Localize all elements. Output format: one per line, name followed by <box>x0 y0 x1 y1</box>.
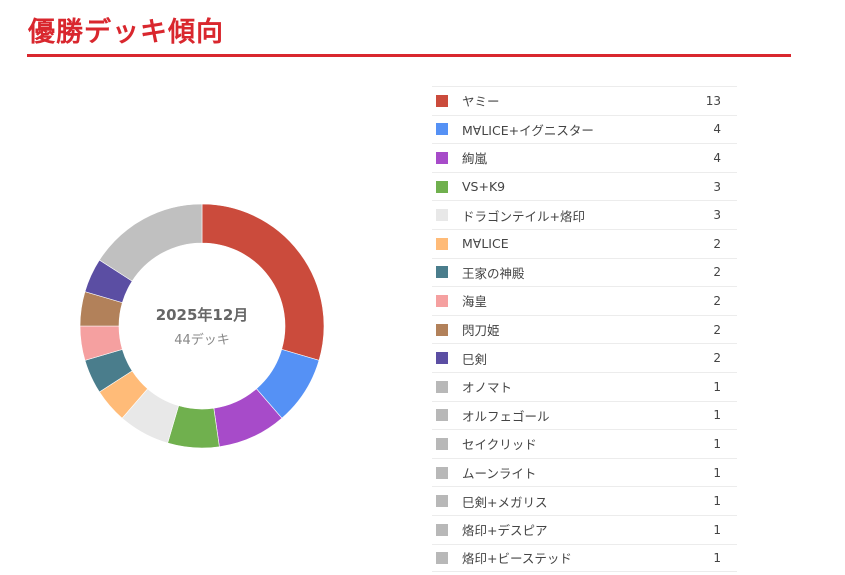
legend-label: VS+K9 <box>462 179 506 195</box>
legend-value: 1 <box>713 379 721 394</box>
legend-label: 烙印+ビーステッド <box>462 551 572 567</box>
legend-label: M∀LICE+イグニスター <box>462 122 594 138</box>
legend-row[interactable]: 烙印+ビーステッド 1 <box>432 543 737 573</box>
legend-label: オノマト <box>462 380 513 396</box>
legend-swatch <box>436 94 448 107</box>
legend-value: 2 <box>713 265 721 280</box>
page-title: 優勝デッキ傾向 <box>28 17 224 48</box>
legend-value: 1 <box>713 522 721 537</box>
legend-swatch <box>436 323 448 336</box>
legend-label: M∀LICE <box>462 236 509 252</box>
legend-row[interactable]: オルフェゴール 1 <box>432 400 737 430</box>
legend-value: 2 <box>713 236 721 251</box>
legend-swatch <box>436 180 448 193</box>
legend-row[interactable]: 巳剣 2 <box>432 343 737 372</box>
legend-row[interactable]: オノマト 1 <box>432 371 737 401</box>
legend-row[interactable]: セイクリッド 1 <box>432 429 737 458</box>
legend-swatch <box>436 409 448 422</box>
legend-row[interactable]: ドラゴンテイル+烙印 3 <box>432 200 737 229</box>
legend-row[interactable]: 絢嵐 4 <box>432 143 737 172</box>
legend-row[interactable]: 巳剣+メガリス 1 <box>432 486 737 515</box>
legend-swatch <box>436 266 448 279</box>
legend-value: 4 <box>713 150 721 165</box>
legend-swatch <box>436 294 448 307</box>
legend-swatch <box>436 466 448 479</box>
legend-label: ヤミー <box>462 94 500 110</box>
legend-table: ヤミー 13 M∀LICE+イグニスター 4 絢嵐 4 VS+K9 3 ドラゴンテイル+烙印 3 M… <box>432 86 737 573</box>
legend-swatch <box>436 495 448 508</box>
legend-label: 王家の神殿 <box>462 265 525 281</box>
legend-swatch <box>436 523 448 536</box>
legend-label: オルフェゴール <box>462 408 550 424</box>
legend-value: 3 <box>713 208 721 223</box>
legend-label: 巳剣 <box>462 351 488 367</box>
legend-row[interactable]: ムーンライト 1 <box>432 457 737 487</box>
legend-row[interactable]: M∀LICE 2 <box>432 228 737 258</box>
legend-label: 絢嵐 <box>462 151 488 167</box>
legend-row[interactable]: 烙印+デスピア 1 <box>432 514 737 544</box>
legend-swatch <box>436 380 448 393</box>
legend-label: 海皇 <box>462 294 488 310</box>
legend-label: 烙印+デスピア <box>462 523 548 539</box>
legend-value: 2 <box>713 293 721 308</box>
legend-swatch <box>436 209 448 222</box>
legend-row[interactable]: 閃刀姫 2 <box>432 314 737 344</box>
legend-swatch <box>436 437 448 450</box>
legend-swatch <box>436 352 448 365</box>
donut-chart: 2025年12月 44デッキ <box>76 200 328 452</box>
legend-label: 巳剣+メガリス <box>462 494 548 510</box>
legend-value: 4 <box>713 122 721 137</box>
legend-value: 1 <box>713 465 721 480</box>
legend-label: 閃刀姫 <box>462 323 500 339</box>
legend-value: 1 <box>713 436 721 451</box>
legend-row[interactable]: ヤミー 13 <box>432 86 737 115</box>
legend-label: セイクリッド <box>462 437 537 453</box>
legend-row[interactable]: 王家の神殿 2 <box>432 257 737 287</box>
legend-swatch <box>436 123 448 136</box>
legend-label: ムーンライト <box>462 466 537 482</box>
legend-value: 13 <box>705 93 721 108</box>
legend-swatch <box>436 237 448 250</box>
donut-center: 2025年12月 44デッキ <box>76 200 328 452</box>
legend-value: 2 <box>713 351 721 366</box>
chart-month-label: 2025年12月 <box>155 306 249 324</box>
legend-swatch <box>436 551 448 564</box>
legend-value: 3 <box>713 179 721 194</box>
legend-value: 1 <box>713 408 721 423</box>
legend-row[interactable]: M∀LICE+イグニスター 4 <box>432 114 737 144</box>
chart-deck-count: 44デッキ <box>174 333 230 348</box>
legend-label: ドラゴンテイル+烙印 <box>462 208 585 224</box>
legend-swatch <box>436 151 448 164</box>
donut-chart-svg <box>79 203 325 449</box>
title-divider <box>27 54 791 57</box>
donut-inner-ring <box>119 243 285 409</box>
legend-row[interactable]: VS+K9 3 <box>432 171 737 201</box>
legend-value: 2 <box>713 322 721 337</box>
legend-row[interactable]: 海皇 2 <box>432 286 737 315</box>
legend-value: 1 <box>713 494 721 509</box>
legend-value: 1 <box>713 550 721 565</box>
